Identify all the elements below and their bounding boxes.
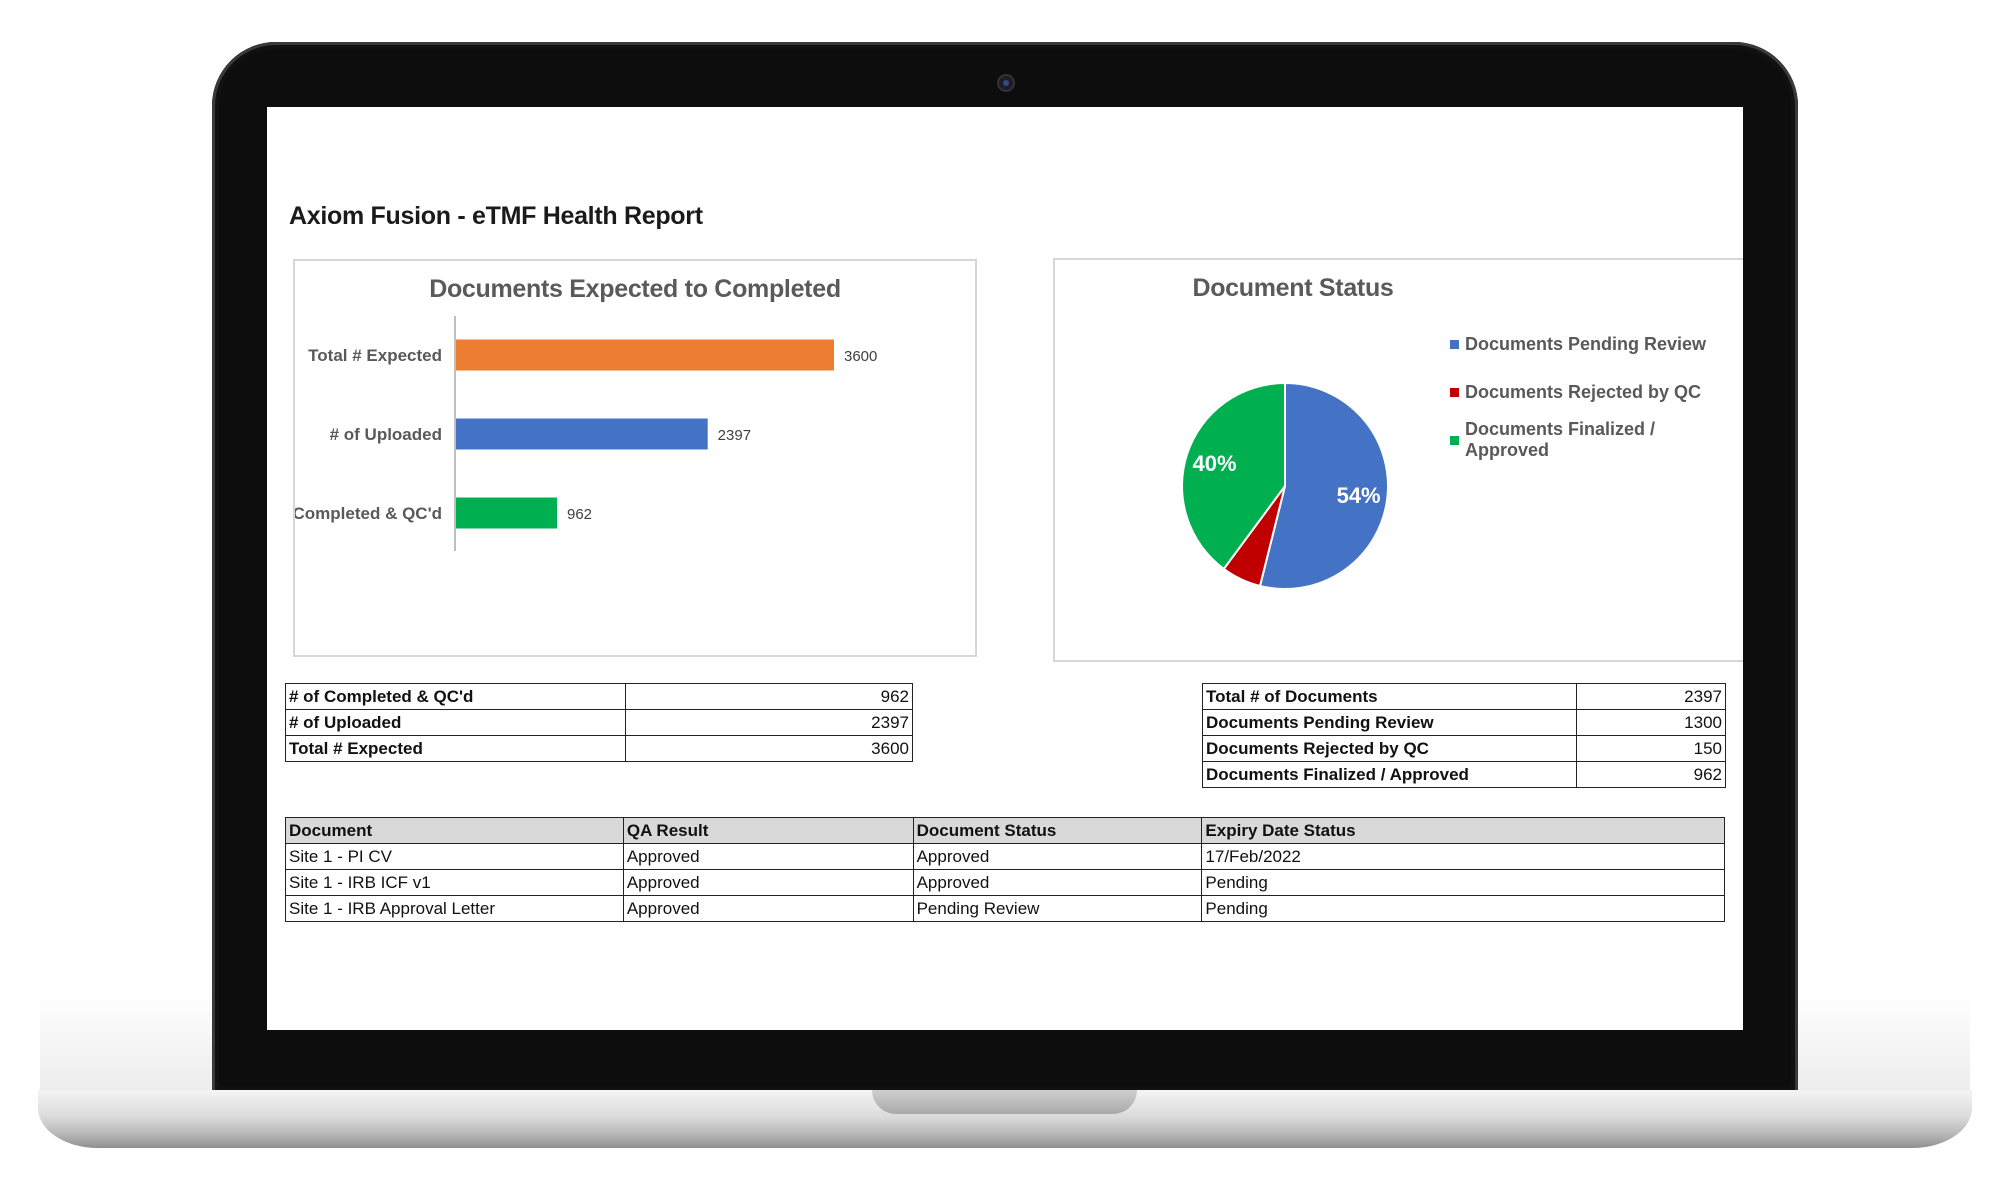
table-row: Site 1 - IRB Approval Letter Approved Pe… — [285, 895, 1725, 922]
pie-percent-label: 54% — [1337, 483, 1381, 508]
cell-qa-result: Approved — [622, 895, 914, 922]
legend-label: Documents Finalized / Approved — [1464, 419, 1656, 460]
row-value: 3600 — [624, 735, 914, 762]
cell-document-status: Approved — [912, 869, 1203, 896]
column-header-qa-result: QA Result — [622, 817, 914, 844]
pie-legend: Documents Pending Review Documents Rejec… — [1450, 332, 1743, 476]
bar — [456, 418, 708, 450]
column-header-document-status: Document Status — [912, 817, 1203, 844]
row-label: # of Uploaded — [285, 709, 626, 736]
cell-document: Site 1 - PI CV — [285, 843, 624, 870]
pie-chart-title: Document Status — [1192, 274, 1394, 302]
cell-expiry-date-status: 17/Feb/2022 — [1201, 843, 1725, 870]
row-label: Documents Pending Review — [1202, 709, 1577, 736]
pie-chart-panel: Document Status 54% 40% — [1053, 258, 1743, 662]
pie-chart: 54% 40% — [1181, 381, 1389, 590]
summary-table-right: Total # of Documents 2397 Documents Pend… — [1202, 683, 1726, 788]
table-row: Documents Rejected by QC 150 — [1202, 735, 1726, 762]
summary-table-left: # of Completed & QC'd 962 # of Uploaded … — [285, 683, 914, 762]
row-label: Total # of Documents — [1202, 683, 1577, 710]
bar — [456, 497, 558, 529]
category-label: Total # Expected — [308, 346, 442, 365]
table-row: # of Uploaded 2397 — [285, 709, 914, 736]
cell-qa-result: Approved — [622, 843, 914, 870]
bar-chart-title: Documents Expected to Completed — [429, 275, 841, 303]
row-label: Total # Expected — [285, 735, 626, 762]
legend-swatch-pending — [1450, 339, 1459, 349]
laptop-screen: Axiom Fusion - eTMF Health Report Docume… — [267, 107, 1743, 1030]
pie-slice — [1181, 381, 1286, 571]
row-label: Documents Finalized / Approved — [1202, 761, 1577, 788]
column-header-expiry-date-status: Expiry Date Status — [1201, 817, 1725, 844]
pie-percent-label: 40% — [1193, 451, 1237, 476]
legend-item: Documents Pending Review — [1450, 332, 1743, 356]
category-label: # of Completed & QC'd — [295, 504, 442, 523]
legend-item: Documents Finalized / Approved — [1450, 419, 1743, 460]
cell-qa-result: Approved — [622, 869, 914, 896]
cell-expiry-date-status: Pending — [1201, 895, 1725, 922]
table-row: Documents Finalized / Approved 962 — [1202, 761, 1726, 788]
row-value: 150 — [1575, 735, 1726, 762]
cell-document-status: Approved — [912, 843, 1203, 870]
column-header-document: Document — [285, 817, 624, 844]
table-header-row: Document QA Result Document Status Expir… — [285, 817, 1725, 844]
cell-document: Site 1 - IRB ICF v1 — [285, 869, 624, 896]
data-label: 2397 — [718, 427, 751, 444]
table-row: Total # of Documents 2397 — [1202, 683, 1726, 710]
row-value: 1300 — [1575, 709, 1726, 736]
bar — [456, 339, 834, 371]
cell-document-status: Pending Review — [912, 895, 1203, 922]
legend-label: Documents Rejected by QC — [1465, 381, 1702, 402]
table-row: Site 1 - IRB ICF v1 Approved Approved Pe… — [285, 869, 1725, 896]
row-label: Documents Rejected by QC — [1202, 735, 1577, 762]
table-row: Site 1 - PI CV Approved Approved 17/Feb/… — [285, 843, 1725, 870]
data-label: 3600 — [844, 348, 877, 365]
row-label: # of Completed & QC'd — [285, 683, 626, 710]
row-value: 962 — [624, 683, 914, 710]
legend-swatch-finalized — [1450, 435, 1459, 445]
category-label: # of Uploaded — [330, 425, 442, 444]
document-detail-table: Document QA Result Document Status Expir… — [285, 817, 1725, 922]
table-row: Documents Pending Review 1300 — [1202, 709, 1726, 736]
table-row: # of Completed & QC'd 962 — [285, 683, 914, 710]
bar-chart: Total # Expected 3600 # of Uploaded 2397 # o… — [295, 316, 877, 551]
row-value: 2397 — [1575, 683, 1726, 710]
pie-slice — [1258, 381, 1389, 590]
bar-chart-panel: Documents Expected to Completed Total # … — [293, 259, 977, 657]
legend-label: Documents Pending Review — [1465, 333, 1707, 354]
report-title: Axiom Fusion - eTMF Health Report — [289, 202, 703, 230]
row-value: 962 — [1575, 761, 1726, 788]
table-row: Total # Expected 3600 — [285, 735, 914, 762]
legend-swatch-rejected — [1450, 387, 1459, 397]
legend-item: Documents Rejected by QC — [1450, 380, 1743, 404]
row-value: 2397 — [624, 709, 914, 736]
webcam — [997, 74, 1015, 92]
cell-expiry-date-status: Pending — [1201, 869, 1725, 896]
cell-document: Site 1 - IRB Approval Letter — [285, 895, 624, 922]
laptop-notch — [872, 1090, 1137, 1114]
data-label: 962 — [567, 506, 592, 523]
